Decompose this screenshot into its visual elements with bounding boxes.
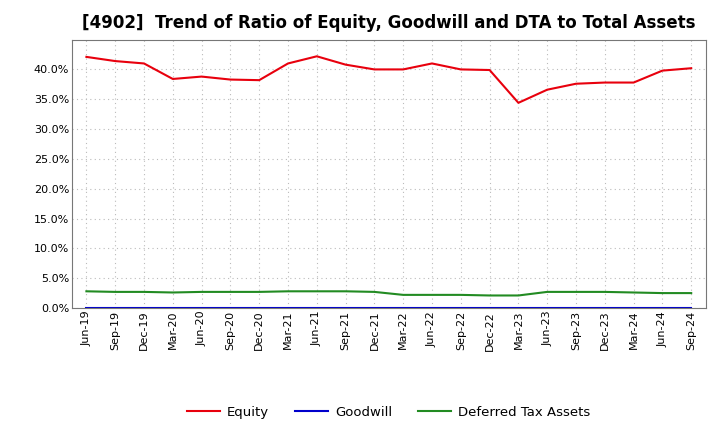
Deferred Tax Assets bbox=[111, 289, 120, 294]
Goodwill bbox=[312, 305, 321, 311]
Title: [4902]  Trend of Ratio of Equity, Goodwill and DTA to Total Assets: [4902] Trend of Ratio of Equity, Goodwil… bbox=[82, 15, 696, 33]
Deferred Tax Assets bbox=[572, 289, 580, 294]
Goodwill bbox=[629, 305, 638, 311]
Deferred Tax Assets bbox=[82, 289, 91, 294]
Equity bbox=[428, 61, 436, 66]
Deferred Tax Assets bbox=[255, 289, 264, 294]
Equity bbox=[572, 81, 580, 86]
Deferred Tax Assets bbox=[687, 290, 696, 296]
Deferred Tax Assets bbox=[543, 289, 552, 294]
Deferred Tax Assets bbox=[370, 289, 379, 294]
Goodwill bbox=[370, 305, 379, 311]
Goodwill bbox=[456, 305, 465, 311]
Deferred Tax Assets bbox=[399, 292, 408, 297]
Equity bbox=[658, 68, 667, 73]
Deferred Tax Assets bbox=[341, 289, 350, 294]
Goodwill bbox=[111, 305, 120, 311]
Deferred Tax Assets bbox=[485, 293, 494, 298]
Equity bbox=[600, 80, 609, 85]
Equity bbox=[485, 67, 494, 73]
Equity bbox=[399, 67, 408, 72]
Equity bbox=[687, 66, 696, 71]
Goodwill bbox=[82, 305, 91, 311]
Deferred Tax Assets bbox=[456, 292, 465, 297]
Deferred Tax Assets bbox=[658, 290, 667, 296]
Goodwill bbox=[658, 305, 667, 311]
Equity bbox=[168, 76, 177, 81]
Goodwill bbox=[485, 305, 494, 311]
Equity bbox=[82, 54, 91, 59]
Line: Equity: Equity bbox=[86, 56, 691, 103]
Equity bbox=[226, 77, 235, 82]
Equity bbox=[456, 67, 465, 72]
Goodwill bbox=[543, 305, 552, 311]
Deferred Tax Assets bbox=[629, 290, 638, 295]
Deferred Tax Assets bbox=[284, 289, 292, 294]
Goodwill bbox=[255, 305, 264, 311]
Deferred Tax Assets bbox=[168, 290, 177, 295]
Deferred Tax Assets bbox=[140, 289, 148, 294]
Deferred Tax Assets bbox=[600, 289, 609, 294]
Goodwill bbox=[140, 305, 148, 311]
Equity bbox=[370, 67, 379, 72]
Equity bbox=[284, 61, 292, 66]
Deferred Tax Assets bbox=[312, 289, 321, 294]
Goodwill bbox=[399, 305, 408, 311]
Deferred Tax Assets bbox=[514, 293, 523, 298]
Equity bbox=[543, 87, 552, 92]
Goodwill bbox=[197, 305, 206, 311]
Deferred Tax Assets bbox=[428, 292, 436, 297]
Equity bbox=[255, 77, 264, 83]
Goodwill bbox=[226, 305, 235, 311]
Equity bbox=[341, 62, 350, 67]
Equity bbox=[514, 100, 523, 106]
Goodwill bbox=[600, 305, 609, 311]
Equity bbox=[629, 80, 638, 85]
Legend: Equity, Goodwill, Deferred Tax Assets: Equity, Goodwill, Deferred Tax Assets bbox=[182, 400, 595, 424]
Goodwill bbox=[168, 305, 177, 311]
Equity bbox=[312, 54, 321, 59]
Goodwill bbox=[687, 305, 696, 311]
Goodwill bbox=[284, 305, 292, 311]
Equity bbox=[197, 74, 206, 79]
Equity bbox=[111, 59, 120, 64]
Equity bbox=[140, 61, 148, 66]
Deferred Tax Assets bbox=[226, 289, 235, 294]
Goodwill bbox=[341, 305, 350, 311]
Goodwill bbox=[514, 305, 523, 311]
Goodwill bbox=[572, 305, 580, 311]
Line: Deferred Tax Assets: Deferred Tax Assets bbox=[86, 291, 691, 296]
Deferred Tax Assets bbox=[197, 289, 206, 294]
Goodwill bbox=[428, 305, 436, 311]
